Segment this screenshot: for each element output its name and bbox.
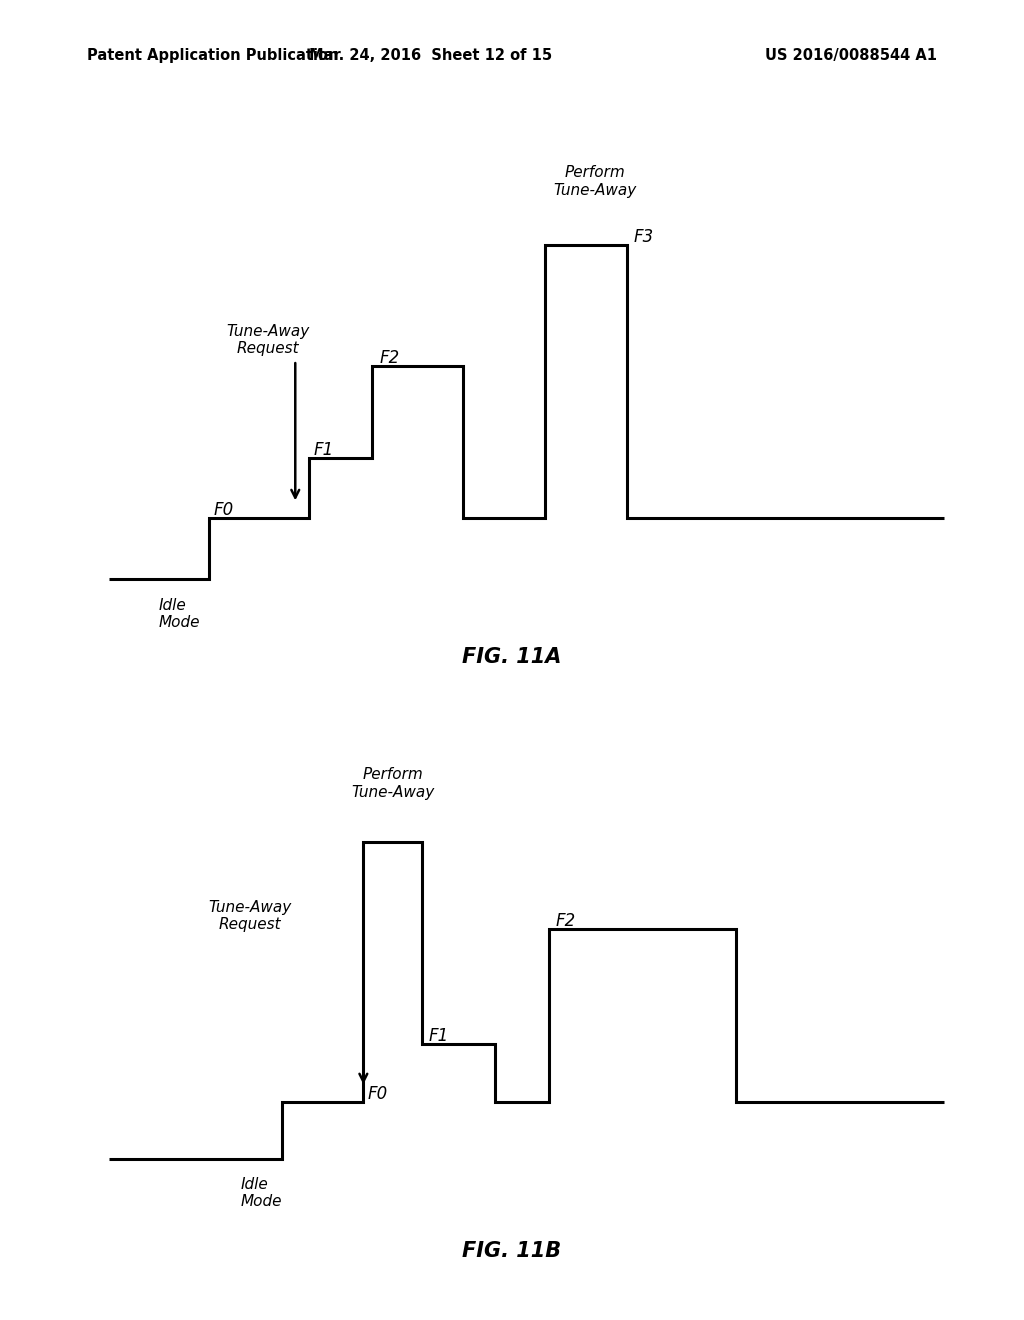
Text: Idle
Mode: Idle Mode <box>159 598 201 630</box>
Text: F1: F1 <box>313 441 334 458</box>
Text: F1: F1 <box>429 1027 449 1045</box>
Text: Patent Application Publication: Patent Application Publication <box>87 48 339 62</box>
Text: F2: F2 <box>556 912 577 929</box>
Text: FIG. 11A: FIG. 11A <box>462 647 562 667</box>
Text: Tune-Away
Request: Tune-Away Request <box>226 323 309 356</box>
Text: FIG. 11B: FIG. 11B <box>463 1241 561 1261</box>
Text: F3: F3 <box>634 227 654 246</box>
Text: US 2016/0088544 A1: US 2016/0088544 A1 <box>765 48 937 62</box>
Text: F0: F0 <box>368 1085 388 1102</box>
Text: Perform
Tune-Away: Perform Tune-Away <box>351 767 435 800</box>
Text: Idle
Mode: Idle Mode <box>241 1176 283 1209</box>
Text: Perform
Tune-Away: Perform Tune-Away <box>553 165 637 198</box>
Text: F2: F2 <box>380 350 400 367</box>
Text: F0: F0 <box>214 502 233 520</box>
Text: Mar. 24, 2016  Sheet 12 of 15: Mar. 24, 2016 Sheet 12 of 15 <box>308 48 552 62</box>
Text: Tune-Away
Request: Tune-Away Request <box>208 900 292 932</box>
